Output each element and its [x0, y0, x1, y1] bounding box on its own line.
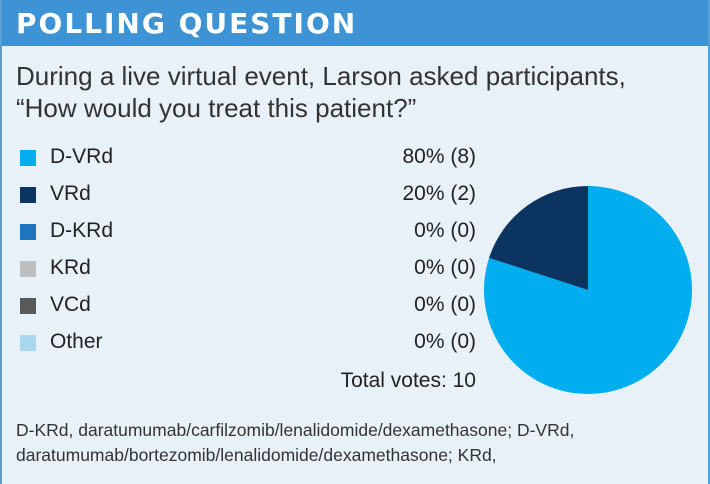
legend-swatch [20, 298, 36, 314]
question-text: During a live virtual event, Larson aske… [16, 60, 706, 124]
legend-value: 80% (8) [402, 145, 476, 168]
legend-swatch [20, 335, 36, 351]
legend-label: VCd [50, 293, 91, 316]
legend-label: KRd [50, 256, 91, 279]
legend-swatch [20, 187, 36, 203]
legend-value: 0% (0) [414, 330, 476, 353]
total-votes: Total votes: 10 [16, 366, 476, 396]
legend-label: D-VRd [50, 145, 114, 168]
legend-swatch [20, 261, 36, 277]
legend-item: Other 0% (0) [16, 327, 476, 357]
footnote-line-2: daratumumab/bortezomib/lenalidomide/dexa… [16, 445, 497, 465]
legend-item: VRd 20% (2) [16, 179, 476, 209]
total-votes-label: Total votes: 10 [340, 369, 476, 392]
legend-swatch [20, 150, 36, 166]
legend-value: 0% (0) [414, 219, 476, 242]
legend-label: Other [50, 330, 103, 353]
legend-label: D-KRd [50, 219, 114, 242]
legend-item: VCd 0% (0) [16, 290, 476, 320]
legend-item: D-KRd 0% (0) [16, 216, 476, 246]
legend-swatch [20, 224, 36, 240]
legend-value: 0% (0) [414, 256, 476, 279]
footnote-line-1: D-KRd, daratumumab/carfilzomib/lenalidom… [16, 420, 575, 440]
pie-slice-vrd [489, 186, 588, 290]
question-line-1: During a live virtual event, Larson aske… [16, 61, 626, 91]
legend-value: 0% (0) [414, 293, 476, 316]
question-line-2: “How would you treat this patient?” [16, 93, 417, 123]
legend-item: KRd 0% (0) [16, 253, 476, 283]
panel-title: POLLING QUESTION [16, 7, 358, 40]
legend-item: D-VRd 80% (8) [16, 142, 476, 172]
legend-value: 20% (2) [402, 182, 476, 205]
pie-chart [484, 186, 692, 394]
footnote: D-KRd, daratumumab/carfilzomib/lenalidom… [16, 418, 706, 468]
header-bar: POLLING QUESTION [2, 0, 708, 46]
legend-label: VRd [50, 182, 91, 205]
